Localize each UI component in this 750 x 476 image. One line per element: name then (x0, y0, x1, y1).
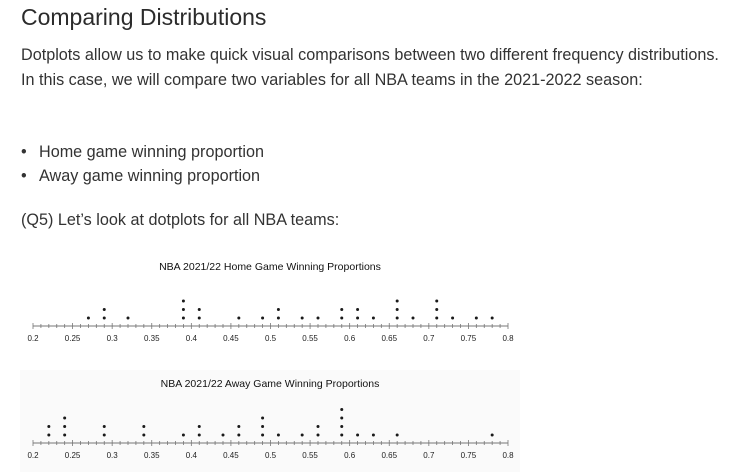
home-dotplot-tick-label: 0.2 (27, 334, 39, 343)
away-dotplot-dot (276, 433, 280, 437)
home-dotplot-dot (435, 299, 439, 303)
away-dotplot-dot (490, 433, 494, 437)
away-dotplot-dot (102, 425, 106, 428)
away-dotplot-dot (395, 433, 399, 437)
home-dotplot-tick-label: 0.75 (461, 334, 477, 343)
away-dotplot-tick-label: 0.45 (223, 451, 239, 460)
home-dotplot-tick-label: 0.65 (381, 334, 397, 343)
away-dotplot-dot (63, 433, 67, 437)
away-dotplot-tick-label: 0.6 (344, 451, 356, 460)
home-dotplot-tick-label: 0.4 (186, 334, 198, 343)
away-dotplot-dot (316, 425, 320, 428)
away-dotplot-dot (340, 408, 344, 411)
away-dotplot-dot (197, 425, 201, 428)
variable-list: Home game winning proportion Away game w… (21, 140, 264, 188)
home-dotplot-dot (411, 316, 415, 320)
away-dotplot-tick-label: 0.75 (461, 451, 477, 460)
home-dotplot-tick-label: 0.25 (65, 334, 81, 343)
home-dotplot-title: NBA 2021/22 Home Game Winning Proportion… (159, 261, 381, 273)
home-dotplot-tick-label: 0.45 (223, 334, 239, 343)
away-dotplot-dot (142, 433, 146, 437)
home-dotplot-dot (356, 316, 360, 320)
away-dotplot-tick-label: 0.25 (65, 451, 81, 460)
home-dotplot-tick-label: 0.7 (423, 334, 435, 343)
home-dotplot-dot (300, 316, 304, 320)
away-dotplot-dot (197, 433, 201, 437)
away-dotplot-tick-label: 0.5 (265, 451, 277, 460)
home-dotplot-dot (181, 299, 185, 303)
away-dotplot-dot (371, 433, 375, 437)
home-dotplot-dot (102, 316, 106, 320)
home-dotplot-dot (435, 316, 439, 320)
away-dotplot-tick-label: 0.8 (502, 451, 514, 460)
away-dotplot-tick-label: 0.2 (27, 451, 39, 460)
away-dotplot-dot (237, 425, 241, 428)
away-dotplot-tick-label: 0.3 (107, 451, 119, 460)
section-heading: Comparing Distributions (21, 4, 267, 30)
home-dotplot-dot (197, 308, 201, 311)
home-dotplot-dot (181, 308, 185, 311)
away-dotplot-dot (316, 433, 320, 437)
home-dotplot-tick-label: 0.35 (144, 334, 160, 343)
home-dotplot-dot (395, 308, 399, 311)
home-dotplot-dot (86, 316, 90, 320)
away-dotplot-dot (63, 416, 67, 420)
away-dotplot-dot (237, 433, 241, 437)
away-dotplot-svg: NBA 2021/22 Away Game Winning Proportion… (27, 378, 514, 460)
away-dotplot-dot (356, 433, 360, 437)
away-dotplot-dot (300, 433, 304, 437)
home-dotplot: NBA 2021/22 Home Game Winning Proportion… (20, 252, 520, 352)
home-dotplot-tick-label: 0.8 (502, 334, 514, 343)
home-dotplot-tick-label: 0.6 (344, 334, 356, 343)
away-dotplot-tick-label: 0.65 (381, 451, 397, 460)
away-dotplot-dot (340, 425, 344, 428)
question-text: (Q5) Let’s look at dotplots for all NBA … (21, 211, 340, 229)
away-dotplot-title: NBA 2021/22 Away Game Winning Proportion… (161, 378, 380, 390)
home-dotplot-dot (237, 316, 241, 320)
away-dotplot-tick-label: 0.4 (186, 451, 198, 460)
away-dotplot-dot (102, 433, 106, 437)
away-dotplot-dot (47, 433, 51, 437)
away-dotplot-dot (261, 425, 265, 428)
away-dotplot: NBA 2021/22 Away Game Winning Proportion… (20, 370, 520, 472)
home-dotplot-dot (102, 308, 106, 311)
home-dotplot-dot (197, 316, 201, 320)
away-dotplot-tick-label: 0.7 (423, 451, 435, 460)
home-dotplot-dot (126, 316, 130, 320)
home-dotplot-dot (276, 316, 280, 320)
away-dotplot-dot (47, 425, 51, 428)
away-dotplot-dot (221, 433, 225, 437)
home-dotplot-dot (276, 308, 280, 311)
away-dotplot-dot (142, 425, 146, 428)
home-dotplot-dot (451, 316, 455, 320)
home-dotplot-dot (474, 316, 478, 320)
home-dotplot-dot (261, 316, 265, 320)
home-dotplot-dot (395, 299, 399, 303)
away-dotplot-dot (181, 433, 185, 437)
home-dotplot-tick-label: 0.3 (107, 334, 119, 343)
home-dotplot-dot (181, 316, 185, 320)
home-dotplot-dot (356, 308, 360, 311)
away-dotplot-tick-label: 0.35 (144, 451, 160, 460)
away-dotplot-dot (340, 433, 344, 437)
home-dotplot-dot (490, 316, 494, 320)
home-dotplot-dot (316, 316, 320, 320)
list-item-home: Home game winning proportion (21, 140, 264, 164)
home-dotplot-dot (371, 316, 375, 320)
away-dotplot-dot (261, 433, 265, 437)
intro-paragraph: Dotplots allow us to make quick visual c… (21, 46, 719, 89)
home-dotplot-dot (340, 316, 344, 320)
away-dotplot-dot (261, 416, 265, 420)
home-dotplot-dot (435, 308, 439, 311)
home-dotplot-dot (395, 316, 399, 320)
away-dotplot-dot (340, 416, 344, 420)
home-dotplot-tick-label: 0.55 (302, 334, 318, 343)
home-dotplot-svg: NBA 2021/22 Home Game Winning Proportion… (27, 261, 514, 343)
away-dotplot-tick-label: 0.55 (302, 451, 318, 460)
list-item-away: Away game winning proportion (21, 164, 264, 188)
home-dotplot-dot (340, 308, 344, 311)
home-dotplot-tick-label: 0.5 (265, 334, 277, 343)
away-dotplot-dot (63, 425, 67, 428)
